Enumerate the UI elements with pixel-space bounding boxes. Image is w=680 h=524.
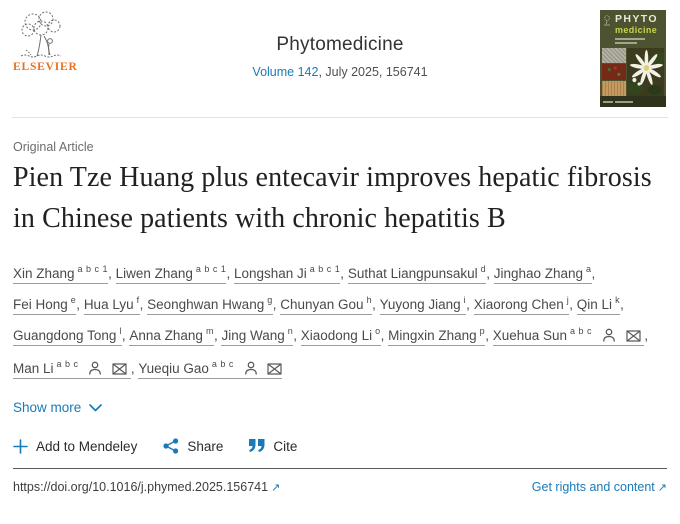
cite-button[interactable]: Cite — [249, 439, 297, 454]
rights-label: Get rights and content — [531, 480, 655, 494]
author-link[interactable]: Mingxin Zhang p — [388, 326, 486, 346]
cover-images — [600, 48, 666, 96]
author: Xuehua Sun a b c , — [492, 326, 648, 346]
email-icon — [112, 358, 127, 384]
cover-masthead: PHYTO medicine — [600, 10, 666, 48]
cover-title-top: PHYTO — [615, 13, 658, 25]
article-title: Pien Tze Huang plus entecavir improves h… — [13, 162, 652, 234]
author: Jing Wang n, — [221, 326, 300, 346]
external-link-icon: ↗ — [271, 482, 281, 494]
cover-sketch-thumb — [602, 48, 626, 64]
cover-fluorescence-thumb — [602, 64, 626, 80]
article-category-label: Original Article — [13, 140, 94, 154]
footer-links-row: https://doi.org/10.1016/j.phymed.2025.15… — [13, 480, 667, 494]
author-link[interactable]: Seonghwan Hwang g — [147, 295, 273, 315]
share-button[interactable]: Share — [163, 438, 223, 454]
author-link[interactable]: Chunyan Gou h — [280, 295, 373, 315]
chevron-down-icon — [89, 400, 103, 415]
author: Anna Zhang m, — [129, 326, 221, 346]
quote-icon — [249, 439, 265, 453]
cover-flower-photo — [627, 48, 664, 96]
article-head: Original Article Pien Tze Huang plus ent… — [0, 140, 680, 494]
author-link[interactable]: Jing Wang n — [221, 326, 294, 346]
volume-issue-line: Volume 142, July 2025, 156741 — [120, 65, 560, 79]
author-link[interactable]: Fei Hong e — [13, 295, 77, 315]
author: Qin Li k, — [576, 295, 624, 315]
person-icon — [244, 358, 258, 384]
journal-title-link[interactable]: Phytomedicine — [276, 34, 404, 55]
author-link[interactable]: Yueqiu Gao a b c — [138, 359, 283, 379]
author: Longshan Ji a b c 1, — [233, 264, 348, 284]
author-link[interactable]: Anna Zhang m — [129, 326, 214, 346]
plus-icon — [13, 438, 28, 454]
elsevier-logo[interactable]: ELSEVIER — [13, 10, 78, 73]
author: Chunyan Gou h, — [280, 295, 379, 315]
author: Yuyong Jiang i, — [379, 295, 474, 315]
share-label: Share — [187, 438, 224, 454]
author: Seonghwan Hwang g, — [147, 295, 280, 315]
journal-cover-thumbnail[interactable]: PHYTO medicine — [600, 10, 666, 107]
author: Man Li a b c , — [13, 359, 138, 379]
footer-divider — [13, 468, 667, 469]
author-link[interactable]: Yuyong Jiang i — [379, 295, 467, 315]
person-icon — [602, 325, 616, 351]
cover-micrograph-thumbnails — [602, 48, 626, 96]
author-link[interactable]: Hua Lyu f — [83, 295, 140, 315]
email-icon — [625, 325, 641, 351]
journal-banner: ELSEVIER Phytomedicine Volume 142, July … — [0, 0, 680, 118]
issue-info: , July 2025, 156741 — [318, 65, 428, 79]
cover-elsevier-mark-icon — [603, 13, 611, 31]
author: Xiaorong Chen j, — [473, 295, 577, 315]
author-link[interactable]: Qin Li k — [576, 295, 621, 315]
action-bar: Add to Mendeley Share Ci — [13, 438, 667, 454]
author-list: Xin Zhang a b c 1, Liwen Zhang a b c 1, Lo… — [13, 256, 667, 384]
author-link[interactable]: Longshan Ji a b c 1 — [233, 264, 341, 284]
cover-title-bottom: medicine — [615, 25, 658, 35]
cover-subtitle-bars — [615, 38, 666, 44]
rights-and-content-link[interactable]: Get rights and content ↗ — [532, 480, 667, 494]
elsevier-tree-icon — [13, 10, 71, 60]
show-more-button[interactable]: Show more — [13, 400, 103, 415]
author-link[interactable]: Guangdong Tong l — [13, 326, 122, 346]
author: Liwen Zhang a b c 1, — [115, 264, 234, 284]
author: Fei Hong e, — [13, 295, 84, 315]
author-link[interactable]: Xiaorong Chen j — [473, 295, 570, 315]
doi-link[interactable]: https://doi.org/10.1016/j.phymed.2025.15… — [13, 480, 280, 494]
banner-divider — [12, 117, 668, 118]
share-icon — [163, 438, 179, 454]
author-link[interactable]: Man Li a b c — [13, 359, 131, 379]
author-link[interactable]: Xuehua Sun a b c — [492, 326, 645, 346]
doi-text: https://doi.org/10.1016/j.phymed.2025.15… — [13, 480, 269, 494]
email-icon — [267, 358, 283, 384]
cover-footer-strip — [600, 96, 666, 107]
show-more-label: Show more — [13, 400, 82, 415]
volume-link[interactable]: Volume 142 — [252, 65, 319, 79]
author: Xin Zhang a b c 1, — [13, 264, 116, 284]
author: Hua Lyu f, — [83, 295, 147, 315]
elsevier-wordmark: ELSEVIER — [13, 61, 78, 73]
author-link[interactable]: Xin Zhang a b c 1 — [13, 264, 109, 284]
author: Suthat Liangpunsakul d, — [347, 264, 494, 284]
external-link-icon: ↗ — [657, 482, 667, 494]
journal-banner-center: Phytomedicine Volume 142, July 2025, 156… — [120, 34, 560, 79]
author-link[interactable]: Jinghao Zhang a — [493, 264, 592, 284]
author-link[interactable]: Liwen Zhang a b c 1 — [115, 264, 227, 284]
author-link[interactable]: Suthat Liangpunsakul d — [347, 264, 487, 284]
cite-label: Cite — [273, 438, 298, 454]
author-link[interactable]: Xiaodong Li o — [300, 326, 381, 346]
person-icon — [88, 358, 102, 384]
author: Xiaodong Li o, — [300, 326, 388, 346]
add-to-mendeley-label: Add to Mendeley — [36, 438, 138, 454]
author: Mingxin Zhang p, — [388, 326, 493, 346]
author: Yueqiu Gao a b c — [138, 359, 283, 379]
author: Guangdong Tong l, — [13, 326, 129, 346]
author: Jinghao Zhang a, — [493, 264, 595, 284]
cover-histology-thumb — [602, 80, 626, 96]
add-to-mendeley-button[interactable]: Add to Mendeley — [13, 439, 137, 454]
